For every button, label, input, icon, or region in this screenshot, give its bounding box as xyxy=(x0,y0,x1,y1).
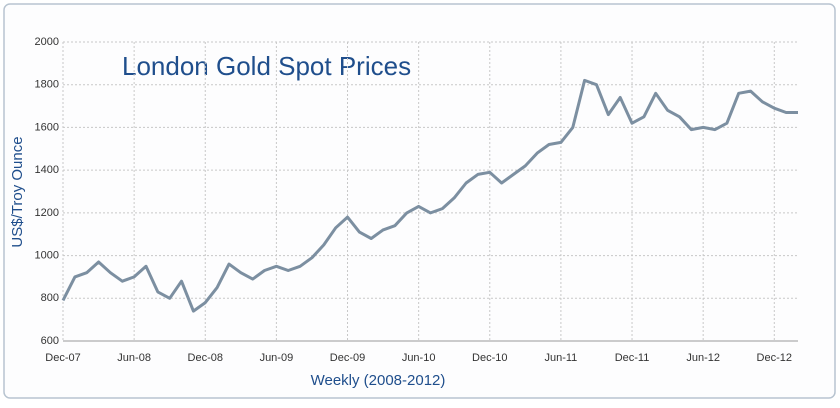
x-tick-label: Dec-09 xyxy=(330,352,365,364)
x-tick-label: Dec-08 xyxy=(188,352,223,364)
x-tick-label: Jun-11 xyxy=(544,352,577,364)
x-tick-label: Jun-09 xyxy=(260,352,294,364)
y-tick-label: 2000 xyxy=(35,36,59,48)
y-tick-label: 1000 xyxy=(35,249,59,261)
x-tick-label: Dec-07 xyxy=(45,352,80,364)
x-tick-label: Dec-12 xyxy=(757,352,792,364)
x-tick-label: Dec-11 xyxy=(615,352,650,364)
y-tick-label: 1600 xyxy=(35,121,59,133)
y-tick-label: 1200 xyxy=(35,207,59,219)
y-tick-label: 800 xyxy=(41,292,59,304)
x-tick-label: Jun-12 xyxy=(686,352,720,364)
y-axis-label: US$/Troy Ounce xyxy=(9,136,26,247)
x-axis-label: Weekly (2008-2012) xyxy=(311,372,446,389)
y-tick-label: 1800 xyxy=(35,79,59,91)
y-tick-label: 1400 xyxy=(35,164,59,176)
price-line xyxy=(61,78,798,313)
y-tick-label: 600 xyxy=(41,335,59,347)
chart-title: London Gold Spot Prices xyxy=(122,51,411,81)
x-tick-label: Jun-10 xyxy=(402,352,436,364)
chart-frame xyxy=(3,3,836,399)
x-tick-label: Dec-10 xyxy=(472,352,507,364)
x-tick-label: Jun-08 xyxy=(117,352,151,364)
